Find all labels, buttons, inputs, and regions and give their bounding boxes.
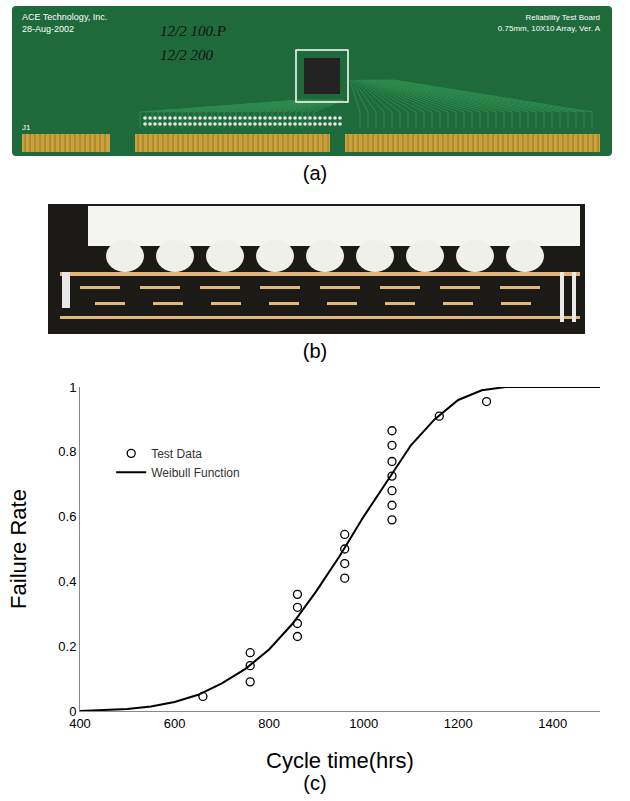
svg-text:1000: 1000 [349, 716, 378, 731]
svg-text:1400: 1400 [538, 716, 567, 731]
svg-text:Reliability Test Board: Reliability Test Board [525, 13, 600, 22]
svg-text:12/2 200: 12/2 200 [160, 47, 213, 63]
svg-text:Test Data: Test Data [151, 447, 202, 461]
svg-text:400: 400 [69, 716, 91, 731]
svg-text:0.2: 0.2 [58, 639, 76, 654]
svg-text:0.4: 0.4 [58, 574, 76, 589]
svg-text:0.6: 0.6 [58, 509, 76, 524]
svg-text:28-Aug-2002: 28-Aug-2002 [22, 24, 74, 34]
svg-text:0.75mm, 10X10 Array, Ver. A: 0.75mm, 10X10 Array, Ver. A [498, 24, 601, 33]
svg-text:1200: 1200 [444, 716, 473, 731]
svg-text:ACE Technology, Inc.: ACE Technology, Inc. [22, 12, 107, 22]
svg-text:0: 0 [69, 704, 76, 719]
html-text:(a): (a) [302, 162, 328, 184]
svg-text:600: 600 [164, 716, 186, 731]
svg-text:12/2 100.P: 12/2 100.P [160, 23, 226, 39]
svg-text:800: 800 [258, 716, 280, 731]
svg-text:1: 1 [69, 380, 76, 395]
svg-text:Weibull Function: Weibull Function [151, 466, 240, 480]
svg-text:0.8: 0.8 [58, 444, 76, 459]
html-text:(c): (c) [303, 772, 327, 794]
svg-text:J1: J1 [22, 123, 31, 132]
html-text:(b): (b) [302, 340, 328, 362]
svg-text:Failure Rate: Failure Rate [6, 489, 31, 609]
svg-text:Cycle time(hrs): Cycle time(hrs) [266, 748, 414, 773]
